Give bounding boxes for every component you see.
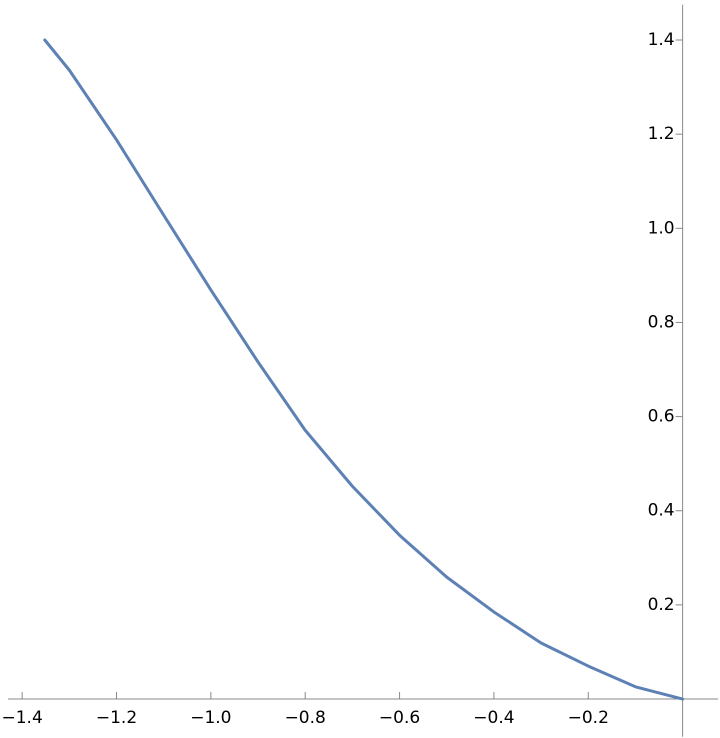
y-tick-label: 1.0 [648, 218, 675, 238]
x-tick-label: −0.2 [568, 708, 609, 728]
x-tick-label: −1.4 [2, 708, 43, 728]
y-tick-label: 1.2 [648, 124, 675, 144]
y-tick-label: 0.2 [648, 595, 675, 615]
series-line [43, 38, 685, 701]
x-tick-label: −0.8 [285, 708, 326, 728]
x-tick-label: −0.6 [379, 708, 420, 728]
y-tick-label: 0.4 [648, 501, 675, 521]
y-tick-label: 1.4 [648, 30, 675, 50]
y-tick-label: 0.8 [648, 312, 675, 332]
y-tick-label: 0.6 [648, 407, 675, 427]
x-tick-label: −1.0 [190, 708, 231, 728]
x-tick-label: −0.4 [473, 708, 514, 728]
x-tick-label: −1.2 [96, 708, 137, 728]
